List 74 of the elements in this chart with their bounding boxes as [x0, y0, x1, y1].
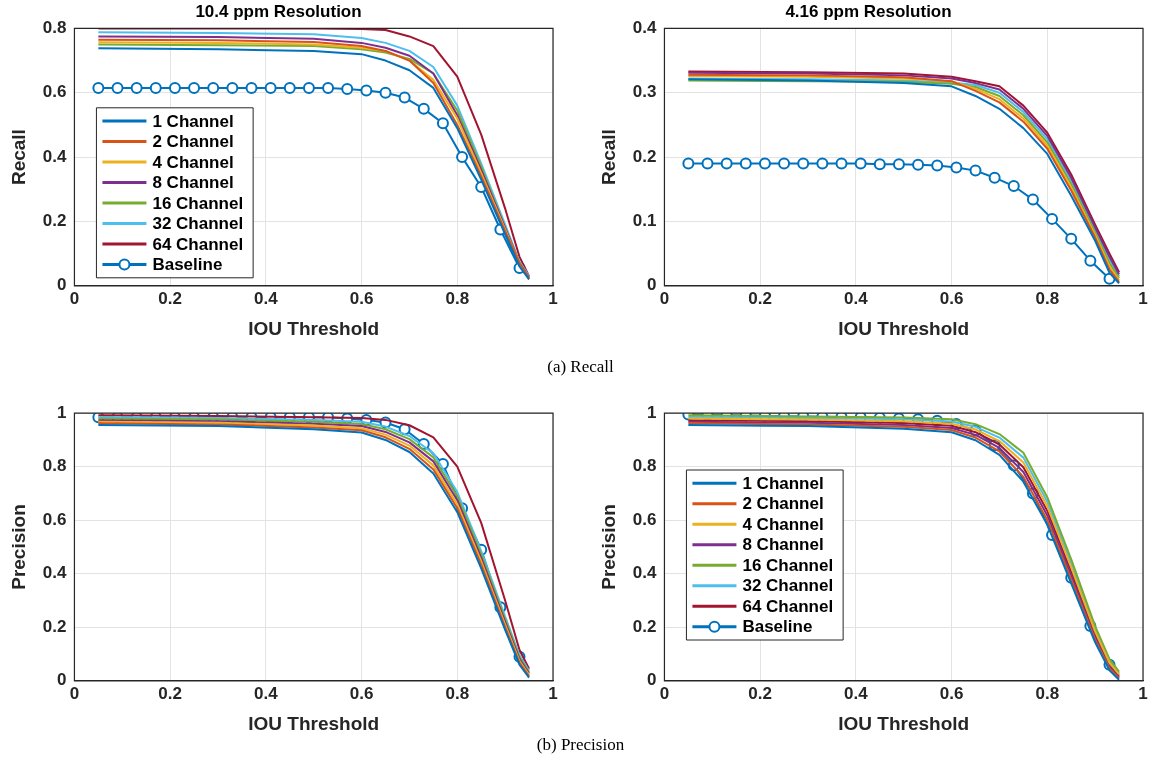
x-axis-title: IOU Threshold — [838, 712, 970, 734]
x-tick-label: 0.8 — [445, 288, 470, 308]
x-tick-label: 0.4 — [844, 683, 869, 703]
y-tick-label: 0 — [56, 275, 67, 295]
legend-label: 64 Channel — [152, 234, 244, 254]
x-tick-label: 0.8 — [1035, 683, 1060, 703]
text: (b) Precision — [535, 735, 626, 755]
y-axis-title: Recall — [7, 129, 29, 186]
legend-label: 8 Channel — [742, 535, 824, 555]
y-axis-title: Recall — [597, 129, 619, 186]
y-tick-label: 1 — [56, 402, 67, 422]
y-tick-label: 0.2 — [632, 616, 657, 636]
y-tick-label: 0.2 — [632, 146, 657, 166]
legend-label: 16 Channel — [742, 555, 834, 575]
x-tick-label: 0 — [69, 288, 80, 308]
y-tick-label: 0.3 — [632, 82, 657, 102]
y-tick-label: 0.6 — [42, 82, 67, 102]
legend-label: 1 Channel — [742, 473, 824, 493]
x-tick-label: 0.2 — [158, 683, 182, 703]
text: (a) Recall — [546, 357, 615, 377]
legend-label: 2 Channel — [152, 132, 234, 152]
y-tick-label: 0.4 — [42, 146, 67, 166]
y-tick-label: 0.2 — [42, 616, 67, 636]
legend-label: 4 Channel — [742, 514, 824, 534]
x-tick-label: 0.4 — [254, 683, 279, 703]
y-tick-label: 0.4 — [632, 18, 657, 38]
legend-label: 16 Channel — [152, 193, 244, 213]
x-tick-label: 0.2 — [748, 288, 772, 308]
x-tick-label: 0.2 — [748, 683, 772, 703]
x-axis-title: IOU Threshold — [248, 712, 380, 734]
x-tick-label: 0.8 — [1035, 288, 1060, 308]
y-tick-label: 0.8 — [632, 456, 657, 476]
x-tick-label: 0 — [69, 683, 80, 703]
legend-label: 4 Channel — [152, 152, 234, 172]
y-tick-label: 1 — [646, 402, 657, 422]
y-axis-title: Precision — [7, 504, 29, 590]
x-tick-label: 0.6 — [349, 288, 374, 308]
legend-label: Baseline — [152, 255, 223, 275]
x-axis-title: IOU Threshold — [248, 317, 380, 339]
legend-label: 32 Channel — [742, 576, 834, 596]
x-tick-label: 0.4 — [254, 288, 279, 308]
x-tick-label: 0.6 — [349, 683, 374, 703]
chart-title: 4.16 ppm Resolution — [785, 1, 952, 21]
x-tick-label: 0.6 — [939, 288, 964, 308]
y-tick-label: 0 — [646, 670, 657, 690]
legend-label: 2 Channel — [742, 494, 824, 514]
legend-label: Baseline — [742, 617, 813, 637]
x-tick-label: 0.6 — [939, 683, 964, 703]
y-tick-label: 0.8 — [42, 18, 67, 38]
y-tick-label: 0.1 — [632, 211, 657, 231]
y-tick-label: 0.4 — [632, 563, 657, 583]
x-tick-label: 1 — [1138, 683, 1148, 703]
x-tick-label: 0.8 — [445, 683, 470, 703]
legend-label: 1 Channel — [152, 111, 234, 131]
x-tick-label: 0 — [659, 288, 670, 308]
y-tick-label: 0.2 — [42, 211, 67, 231]
x-tick-label: 1 — [548, 288, 558, 308]
x-tick-label: 0.2 — [158, 288, 182, 308]
y-axis-title: Precision — [597, 504, 619, 590]
chart-title: 10.4 ppm Resolution — [195, 1, 362, 21]
y-tick-label: 0 — [56, 670, 67, 690]
x-axis-title: IOU Threshold — [838, 317, 970, 339]
y-tick-label: 0.6 — [632, 509, 657, 529]
y-tick-label: 0.4 — [42, 563, 67, 583]
y-tick-label: 0.8 — [42, 456, 67, 476]
legend-label: 64 Channel — [742, 596, 834, 616]
y-tick-label: 0 — [646, 275, 657, 295]
legend-label: 32 Channel — [152, 214, 244, 234]
x-tick-label: 1 — [548, 683, 558, 703]
x-tick-label: 0 — [659, 683, 670, 703]
y-tick-label: 0.6 — [42, 509, 67, 529]
x-tick-label: 0.4 — [844, 288, 869, 308]
legend-label: 8 Channel — [152, 173, 234, 193]
x-tick-label: 1 — [1138, 288, 1148, 308]
